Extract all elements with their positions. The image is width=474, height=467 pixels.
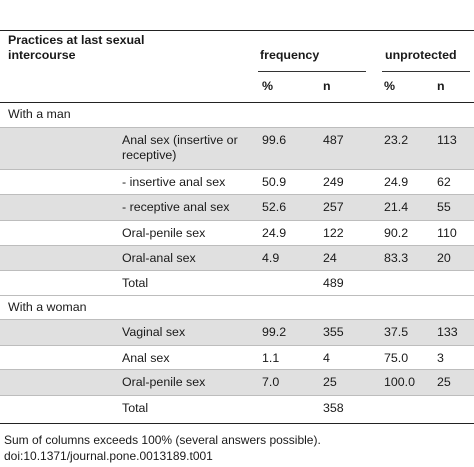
table-footnote: Sum of columns exceeds 100% (several ans…	[4, 433, 321, 447]
unprotected-group-underline	[382, 71, 470, 72]
unprotected-n-cell: 3	[437, 351, 444, 365]
frequency-n-cell: 249	[323, 175, 344, 189]
header-group-unprotected: unprotected	[385, 48, 457, 62]
frequency-n-cell: 487	[323, 133, 344, 147]
section-row-with-a-woman: With a woman	[0, 295, 474, 320]
table-top-rule	[0, 30, 474, 31]
table-row: Anal sex 1.1 4 75.0 3	[0, 345, 474, 370]
unprotected-n-cell: 20	[437, 251, 451, 265]
frequency-pct-cell: 52.6	[262, 200, 287, 214]
frequency-n-cell: 4	[323, 351, 330, 365]
unprotected-n-cell: 110	[437, 226, 457, 240]
unprotected-pct-cell: 37.5	[384, 325, 409, 339]
unprotected-pct-cell: 90.2	[384, 226, 409, 240]
row-label: - insertive anal sex	[122, 175, 226, 189]
table-row: Vaginal sex 99.2 355 37.5 133	[0, 319, 474, 346]
table-row: - insertive anal sex 50.9 249 24.9 62	[0, 169, 474, 195]
unprotected-n-cell: 113	[437, 133, 457, 147]
row-label: Total	[122, 401, 149, 415]
header-frequency-n: n	[323, 79, 331, 93]
frequency-pct-cell: 7.0	[262, 375, 280, 389]
frequency-pct-cell: 1.1	[262, 351, 280, 365]
header-bottom-rule	[0, 102, 474, 103]
frequency-n-cell: 122	[323, 226, 344, 240]
row-label: Anal sex	[122, 351, 170, 365]
row-label: Oral-penile sex	[122, 226, 206, 240]
table-row: Oral-penile sex 24.9 122 90.2 110	[0, 220, 474, 246]
table-row-total: Total 489	[0, 270, 474, 296]
doi-citation: doi:10.1371/journal.pone.0013189.t001	[4, 449, 213, 463]
frequency-pct-cell: 99.2	[262, 325, 287, 339]
table-bottom-rule	[0, 423, 474, 424]
row-label: Anal sex (insertive or receptive)	[122, 133, 238, 162]
frequency-pct-cell: 4.9	[262, 251, 280, 265]
unprotected-pct-cell: 24.9	[384, 175, 409, 189]
row-label: Vaginal sex	[122, 325, 186, 339]
table-row: Oral-anal sex 4.9 24 83.3 20	[0, 245, 474, 271]
unprotected-pct-cell: 23.2	[384, 133, 409, 147]
unprotected-pct-cell: 75.0	[384, 351, 409, 365]
table-row: Anal sex (insertive or receptive) 99.6 4…	[0, 127, 474, 170]
frequency-group-underline	[258, 71, 366, 72]
header-unprotected-pct: %	[384, 79, 396, 93]
unprotected-n-cell: 62	[437, 175, 451, 189]
frequency-n-cell: 257	[323, 200, 344, 214]
header-title: Practices at last sexual intercourse	[8, 33, 145, 62]
frequency-pct-cell: 24.9	[262, 226, 287, 240]
unprotected-n-cell: 133	[437, 325, 458, 339]
header-frequency-pct: %	[262, 79, 274, 93]
section-label: With a man	[8, 107, 71, 121]
table-header: Practices at last sexual intercourse fre…	[0, 31, 474, 102]
frequency-n-cell: 358	[323, 401, 344, 415]
row-label: Total	[122, 276, 149, 290]
row-label: Oral-penile sex	[122, 375, 206, 389]
unprotected-n-cell: 25	[437, 375, 451, 389]
frequency-n-cell: 24	[323, 251, 337, 265]
unprotected-pct-cell: 100.0	[384, 375, 416, 389]
frequency-pct-cell: 99.6	[262, 133, 287, 147]
unprotected-pct-cell: 83.3	[384, 251, 409, 265]
frequency-pct-cell: 50.9	[262, 175, 287, 189]
unprotected-n-cell: 55	[437, 200, 451, 214]
header-unprotected-n: n	[437, 79, 445, 93]
table-row: Oral-penile sex 7.0 25 100.0 25	[0, 369, 474, 396]
table-row-total: Total 358	[0, 395, 474, 424]
section-row-with-a-man: With a man	[0, 103, 474, 127]
frequency-n-cell: 25	[323, 375, 337, 389]
header-group-frequency: frequency	[260, 48, 320, 62]
section-label: With a woman	[8, 300, 87, 314]
row-label: Oral-anal sex	[122, 251, 196, 265]
frequency-n-cell: 355	[323, 325, 344, 339]
frequency-n-cell: 489	[323, 276, 344, 290]
table-row: - receptive anal sex 52.6 257 21.4 55	[0, 194, 474, 221]
row-label: - receptive anal sex	[122, 200, 230, 214]
unprotected-pct-cell: 21.4	[384, 200, 409, 214]
